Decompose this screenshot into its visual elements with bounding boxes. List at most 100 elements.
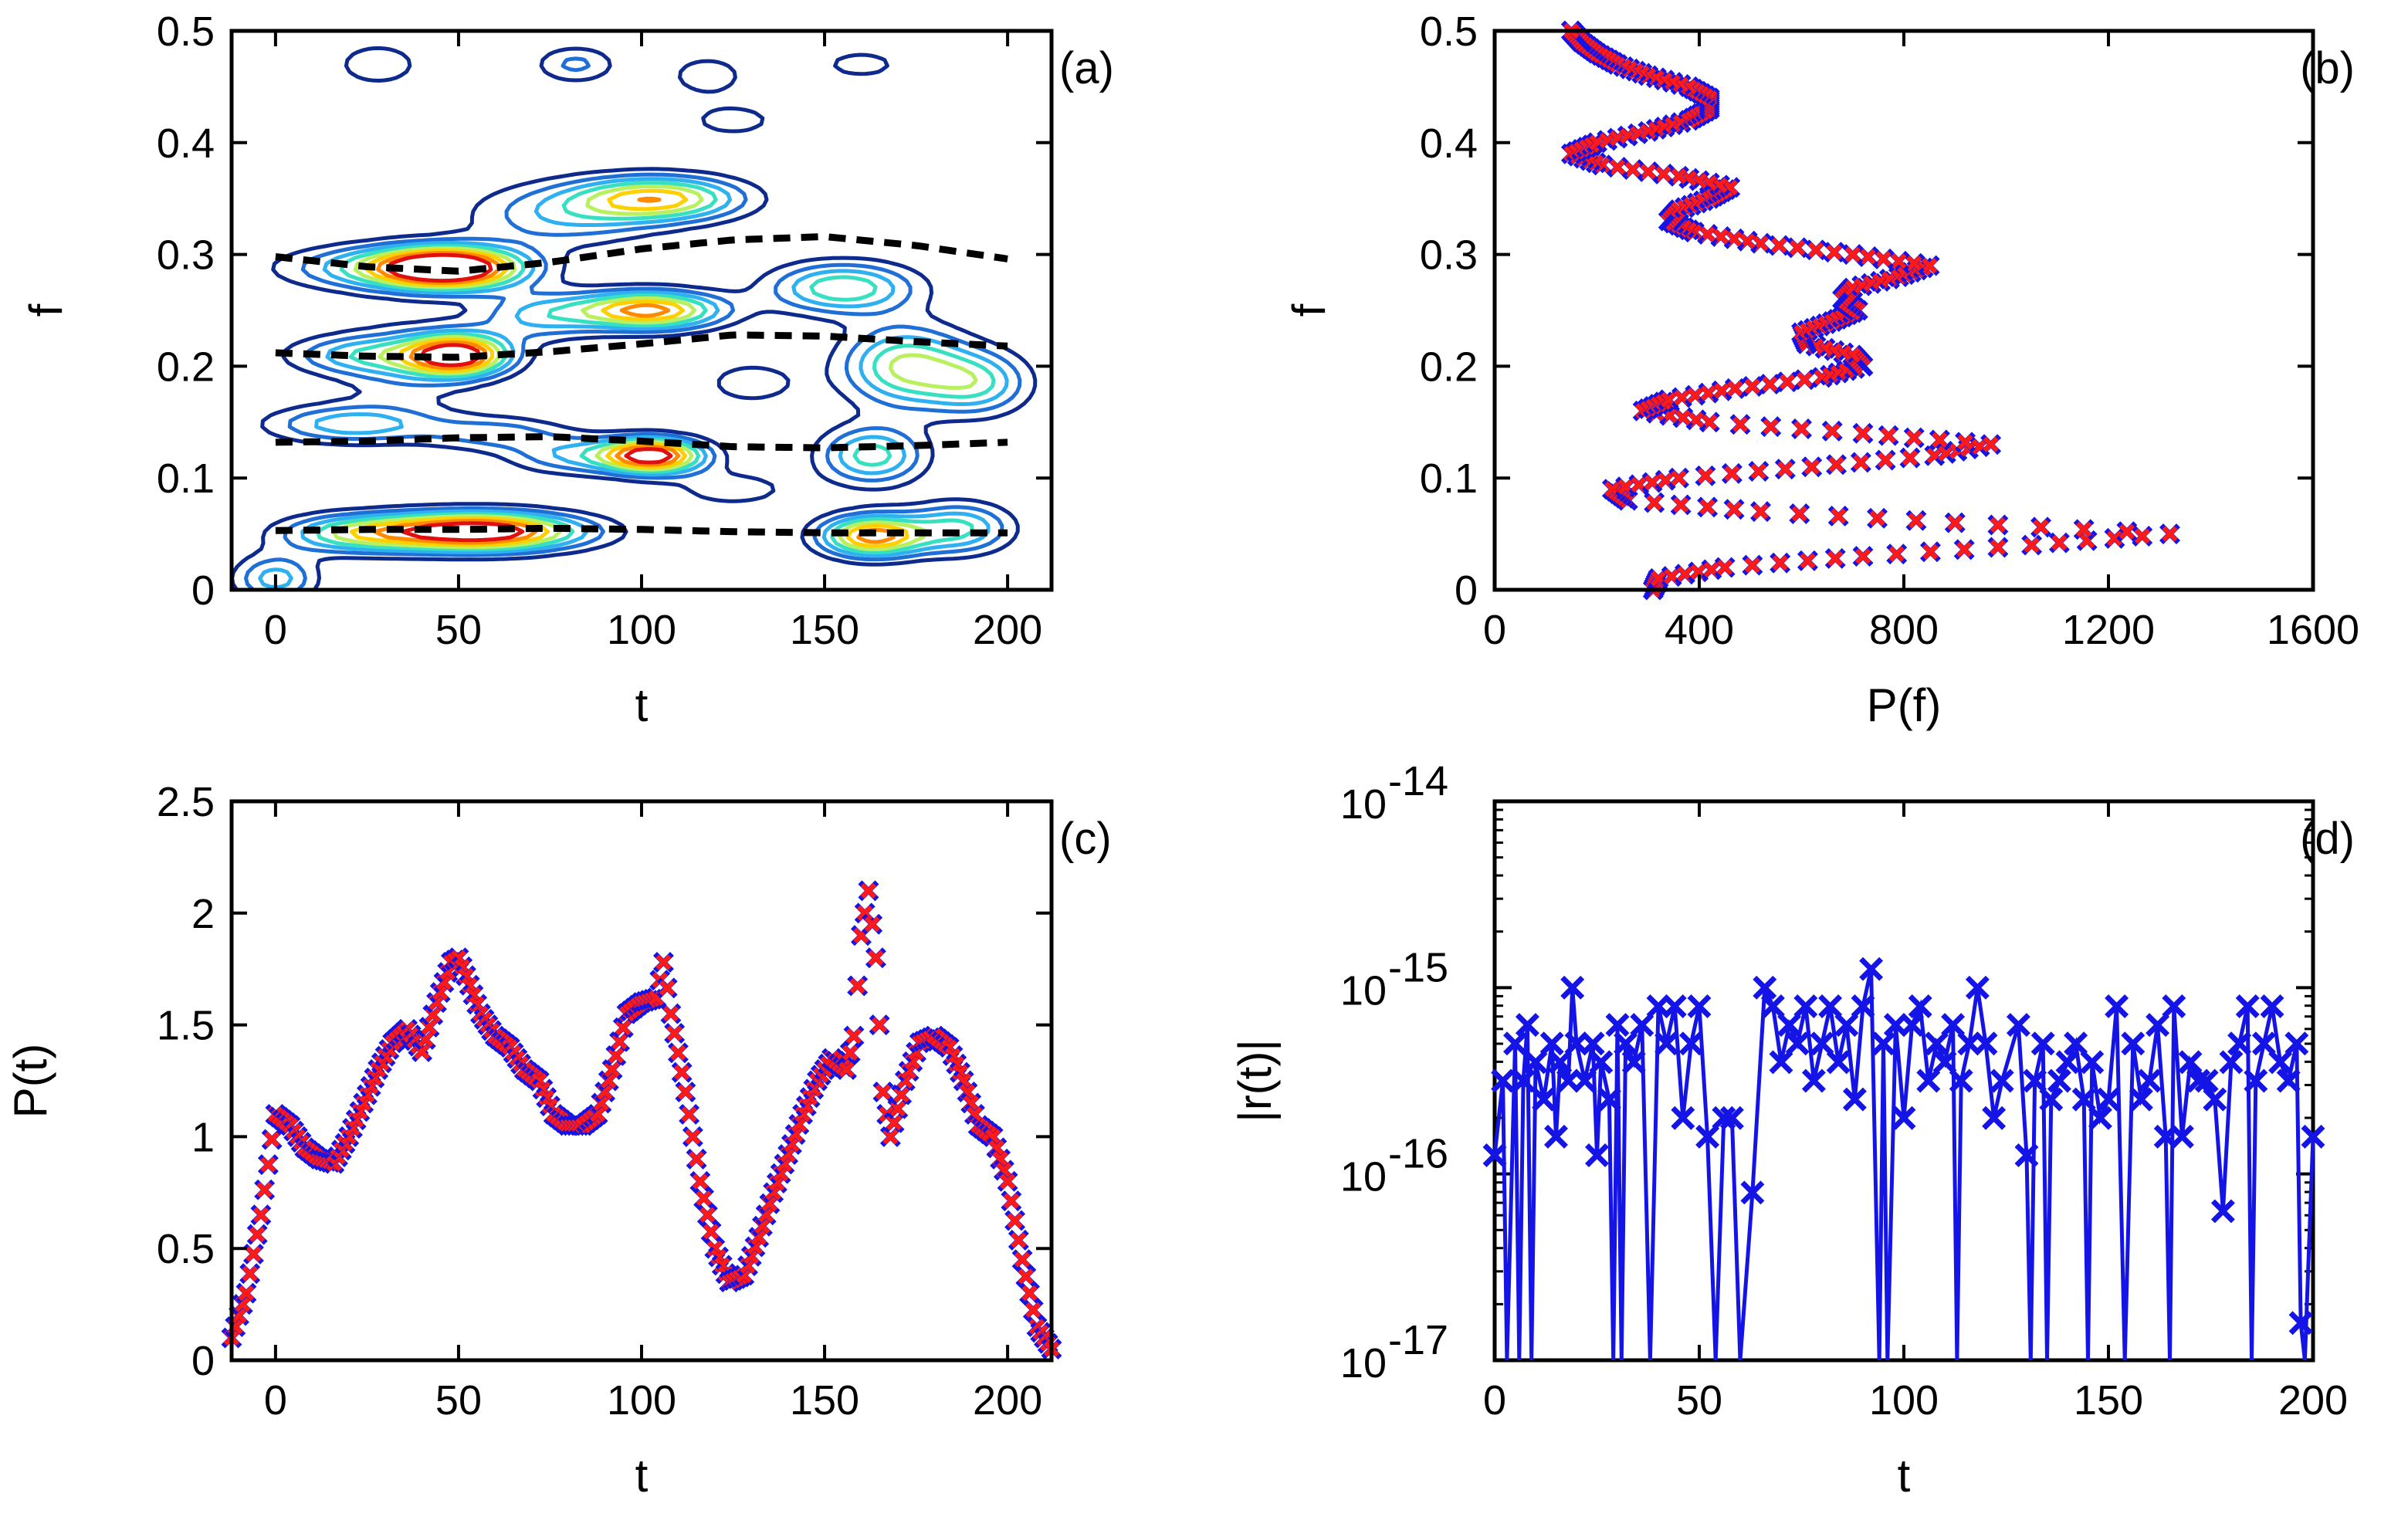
spectrum-marker-red	[1671, 470, 1687, 486]
power-marker-red	[608, 1048, 624, 1064]
spectrum-marker-red	[1922, 543, 1939, 560]
y-tick-label: 0.3	[157, 232, 215, 279]
residual-marker	[1900, 1013, 1925, 1038]
power-marker-red	[260, 1156, 276, 1173]
y-tick-base: 10	[1340, 1154, 1387, 1200]
residual-marker	[1719, 1105, 1744, 1130]
spectrum-marker-red	[1771, 237, 1787, 254]
spectrum-marker-red	[1922, 257, 1938, 274]
residual-marker	[2064, 1031, 2088, 1056]
x-tick-label: 150	[790, 607, 859, 653]
spectrum-marker-red	[1932, 432, 1948, 449]
residual-marker	[2276, 1068, 2301, 1093]
spectrum-marker-red	[1777, 461, 1793, 477]
power-marker-red	[1021, 1285, 1038, 1302]
spectrum-marker-red	[1800, 553, 1816, 569]
power-marker-red	[662, 1005, 679, 1022]
spectrum-marker-red	[2118, 523, 2135, 540]
x-tick-label: 400	[1665, 607, 1734, 653]
power-marker-red	[249, 1226, 266, 1243]
x-tick-label: 50	[435, 607, 482, 653]
spectrum-marker-red	[1655, 166, 1671, 182]
spectrum-marker-red	[1827, 550, 1844, 567]
power-marker-red	[604, 1061, 621, 1078]
y-tick-label: 0.2	[157, 344, 215, 390]
power-marker-red	[882, 1129, 899, 1145]
x-axis-label: t	[635, 679, 649, 731]
spectrum-marker-red	[1793, 421, 1810, 437]
spectrum-marker-red	[1671, 168, 1687, 185]
power-marker-red	[1014, 1251, 1031, 1268]
power-marker-red	[1011, 1232, 1027, 1248]
residual-marker	[1908, 994, 1932, 1018]
residual-marker	[1973, 1031, 1998, 1056]
spectrum-marker-red	[1990, 516, 2007, 533]
x-tick-label: 200	[2278, 1377, 2348, 1424]
residual-marker	[1916, 1068, 1941, 1093]
residual-marker	[2219, 1050, 2244, 1075]
spectrum-marker-red	[1891, 253, 1907, 269]
residual-marker	[1801, 1068, 1826, 1093]
spectrum-marker-red	[1860, 249, 1876, 265]
residual-marker	[2014, 1143, 2039, 1168]
residual-marker	[1941, 1013, 1966, 1038]
y-tick-label: 0.4	[1420, 120, 1478, 167]
spectrum-marker-red	[1726, 501, 1742, 517]
y-tick-exponent: -17	[1388, 1317, 1448, 1363]
power-marker-red	[842, 1045, 859, 1061]
panel-c-power-plot: 0 50 100 150 200 0 0.5 1 1.5 2 2.5 t P(t) (c)	[5, 779, 1112, 1502]
residual-marker	[1712, 1105, 1736, 1130]
residual-marker	[2260, 994, 2284, 1018]
y-tick-label: 1	[191, 1114, 215, 1160]
residual-marker	[1695, 1124, 1720, 1149]
residual-marker	[1793, 994, 1818, 1018]
residual-marker	[2227, 1031, 2252, 1056]
y-axis-label: |r(t)|	[1229, 1039, 1281, 1122]
power-marker-red	[893, 1086, 909, 1103]
residual-marker	[1532, 1087, 1556, 1112]
residual-marker	[1539, 1031, 1564, 1056]
contour-layer	[232, 46, 1038, 590]
power-marker-red	[872, 1017, 888, 1033]
spectrum-marker-red	[1609, 159, 1626, 175]
spectrum-marker-red	[1717, 559, 1733, 576]
residual-marker	[2146, 1013, 2170, 1038]
panel-label: (b)	[2300, 43, 2355, 93]
panel-label: (a)	[1059, 43, 1114, 93]
residual-marker	[1777, 1013, 1802, 1038]
x-tick-label: 1600	[2267, 607, 2359, 653]
residual-marker	[1654, 1031, 1679, 1056]
residual-marker	[2284, 1031, 2309, 1056]
residual-marker	[1560, 975, 1585, 1000]
residual-marker	[2023, 1068, 2047, 1093]
residual-marker	[1482, 1143, 1507, 1168]
spectrum-marker-red	[1869, 510, 1885, 526]
residual-marker	[2055, 1050, 2080, 1075]
power-marker-red	[256, 1182, 273, 1198]
y-tick-label: 0.2	[1420, 344, 1478, 390]
spectrum-marker-red	[1803, 459, 1820, 475]
residual-marker	[1769, 1050, 1793, 1075]
x-axis-label: t	[1898, 1450, 1911, 1502]
y-tick-label: 10	[1340, 1340, 1387, 1386]
residual-marker	[2129, 1087, 2153, 1112]
x-tick-label: 800	[1869, 607, 1939, 653]
spectrum-marker-red	[1983, 436, 1999, 452]
y-tick-label: 10	[1340, 1154, 1387, 1200]
panel-a-contour-plot: 0 50 100 150 200 0 0.1 0.2 0.3 0.4 0.5 t f (a)	[20, 8, 1114, 731]
y-tick-label: 0.5	[1420, 8, 1478, 55]
spectrum-marker-red	[1831, 508, 1847, 524]
residual-marker	[1851, 994, 1875, 1018]
residual-marker	[2251, 1031, 2276, 1056]
residual-marker	[2006, 1013, 2030, 1038]
spectrum-marker-red	[1646, 494, 1662, 511]
residual-marker	[1523, 1050, 1548, 1075]
power-marker-red	[845, 1028, 862, 1045]
power-marker-red	[681, 1106, 697, 1122]
power-marker-red	[615, 1020, 632, 1036]
power-marker-red	[242, 1265, 258, 1282]
power-marker-red	[264, 1131, 280, 1148]
power-marker-red	[659, 980, 676, 996]
power-marker-red	[838, 1061, 855, 1078]
